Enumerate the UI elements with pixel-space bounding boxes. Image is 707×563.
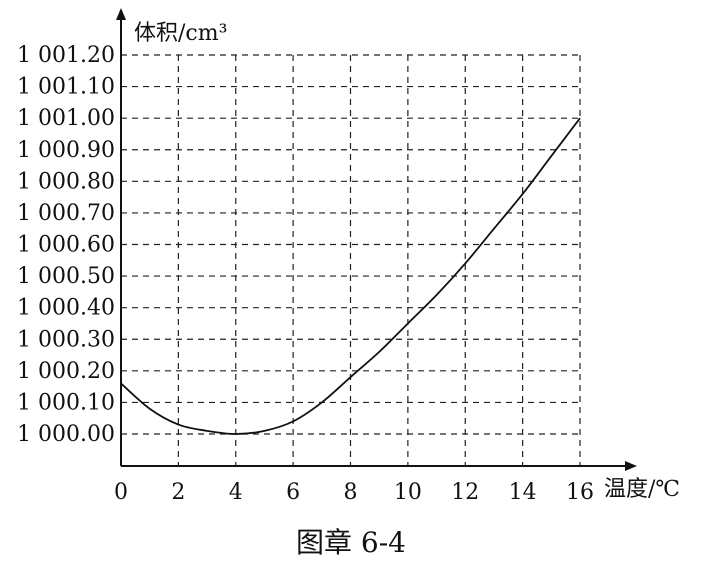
y-tick-label: 1 000.80 xyxy=(17,169,115,194)
x-axis-arrow xyxy=(625,461,637,471)
y-tick-label: 1 000.50 xyxy=(17,264,115,289)
y-tick-label: 1 000.40 xyxy=(17,296,115,321)
x-axis-title: 温度/℃ xyxy=(604,477,680,502)
y-tick-label: 1 000.10 xyxy=(17,390,115,415)
y-tick-label: 1 000.20 xyxy=(17,359,115,384)
x-tick-label: 2 xyxy=(171,480,185,505)
x-tick-label: 10 xyxy=(394,480,422,505)
y-tick-label: 1 001.00 xyxy=(17,106,115,131)
y-tick-label: 1 000.60 xyxy=(17,233,115,258)
axes xyxy=(116,8,637,471)
x-tick-label: 4 xyxy=(229,480,243,505)
y-tick-label: 1 001.10 xyxy=(17,75,115,100)
y-axis-title: 体积/cm³ xyxy=(134,21,227,46)
x-tick-label: 0 xyxy=(114,480,128,505)
x-tick-label: 14 xyxy=(509,480,537,505)
grid xyxy=(121,54,581,466)
y-tick-labels: 1 000.00 1 000.10 1 000.20 1 000.30 1 000.40… xyxy=(17,43,115,447)
y-tick-label: 1 000.90 xyxy=(17,138,115,163)
y-tick-label: 1 000.30 xyxy=(17,327,115,352)
x-tick-label: 16 xyxy=(566,480,594,505)
y-tick-label: 1 001.20 xyxy=(17,43,115,68)
y-axis-arrow xyxy=(116,8,126,20)
x-tick-label: 6 xyxy=(286,480,300,505)
figure-caption: 图章 6-4 xyxy=(296,526,406,559)
x-tick-labels: 0 2 4 6 8 10 12 14 16 xyxy=(114,480,594,505)
y-tick-label: 1 000.70 xyxy=(17,201,115,226)
volume-curve xyxy=(120,117,581,435)
x-tick-label: 8 xyxy=(344,480,358,505)
y-tick-label: 1 000.00 xyxy=(17,422,115,447)
x-tick-label: 12 xyxy=(451,480,479,505)
